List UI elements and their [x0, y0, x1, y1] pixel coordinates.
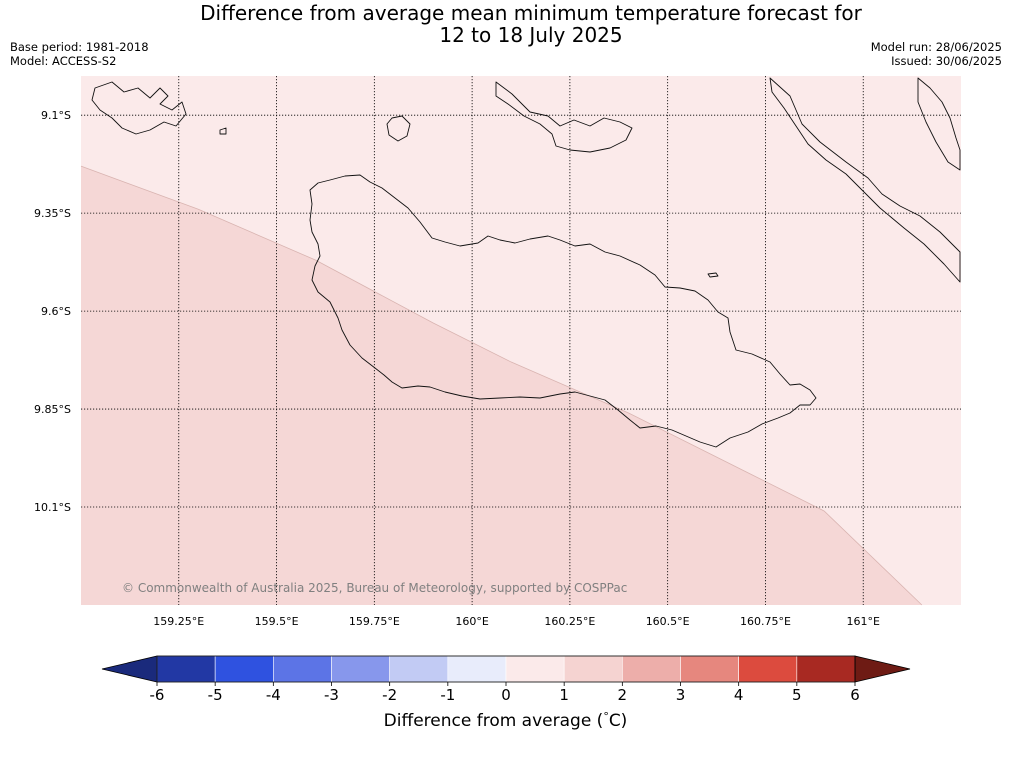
colorbar-label: Difference from average ( [383, 711, 604, 731]
colorbar-tick-label: 2 [618, 686, 628, 704]
map-title-line2: 12 to 18 July 2025 [439, 23, 623, 47]
savo-russell-coastline [91, 81, 227, 135]
longitude-tick-label: 161°E [846, 615, 879, 628]
issued-text: Issued: 30/06/2025 [891, 54, 1002, 68]
malaita-north-coastline [917, 77, 961, 171]
colorbar-title: Difference from average (°C) [0, 710, 1011, 734]
colorbar-tick-label: 5 [792, 686, 802, 704]
islet-coastline [386, 115, 411, 142]
model-run-text: Model run: 28/06/2025 [870, 40, 1002, 54]
latitude-tick-label: 9.1°S [41, 109, 71, 122]
longitude-tick-label: 159.5°E [255, 615, 299, 628]
colorbar-segment [331, 655, 390, 683]
longitude-tick-label: 159.75°E [349, 615, 400, 628]
map-panel: © Commonwealth of Australia 2025, Bureau… [80, 76, 961, 606]
colorbar-tick-label: -5 [208, 686, 223, 704]
map-title: Difference from average mean minimum tem… [0, 2, 1011, 46]
latitude-tick-label: 10.1°S [34, 501, 71, 514]
longitude-tick-label: 160°E [455, 615, 488, 628]
map-title-line1: Difference from average mean minimum tem… [200, 1, 862, 25]
colorbar-tick-label: 6 [850, 686, 860, 704]
colorbar: -6 -5 -4 -3 -2 -1 0 1 2 3 4 5 6 [101, 655, 911, 704]
colorbar-tick-label: 1 [559, 686, 569, 704]
florida-islands-coastline [495, 81, 633, 153]
latitude-tick-label: 9.6°S [41, 305, 71, 318]
axis-labels: 159.25°E 159.5°E 159.75°E 160°E 160.25°E 160.… [34, 109, 880, 628]
small-islet-coastline [707, 272, 719, 278]
colorbar-unit: C) [608, 711, 628, 731]
model-text: Model: ACCESS-S2 [10, 54, 117, 68]
base-period-text: Base period: 1981-2018 [10, 40, 149, 54]
colorbar-segment [505, 655, 565, 683]
colorbar-segment [389, 655, 449, 683]
colorbar-over-arrow [854, 655, 911, 683]
meta-left: Base period: 1981-2018 Model: ACCESS-S2 [10, 40, 149, 68]
colorbar-segment [738, 655, 798, 683]
graticule [81, 76, 961, 605]
longitude-tick-label: 160.75°E [740, 615, 791, 628]
colorbar-tick-label: 0 [501, 686, 511, 704]
colorbar-segment [214, 655, 274, 683]
region-1-to-2 [81, 166, 922, 606]
colorbar-segment [680, 655, 739, 683]
colorbar-tick-label: -2 [382, 686, 397, 704]
latitude-tick-label: 9.85°S [34, 403, 71, 416]
colorbar-tick-label: -6 [150, 686, 165, 704]
copyright-text: © Commonwealth of Australia 2025, Bureau… [122, 581, 627, 595]
colorbar-tick-label: 3 [676, 686, 686, 704]
colorbar-segment [622, 655, 681, 683]
longitude-tick-label: 159.25°E [153, 615, 204, 628]
longitude-tick-label: 160.5°E [646, 615, 690, 628]
malaita-coastline [769, 77, 961, 283]
meta-right: Model run: 28/06/2025 Issued: 30/06/2025 [871, 40, 1002, 68]
latitude-tick-label: 9.35°S [34, 207, 71, 220]
colorbar-tick-label: -1 [440, 686, 455, 704]
colorbar-degree-symbol: ° [603, 710, 609, 723]
category-boundary [80, 165, 923, 606]
colorbar-segment [447, 655, 507, 683]
longitude-tick-label: 160.25°E [544, 615, 595, 628]
colorbar-tick-label: 4 [734, 686, 744, 704]
colorbar-segment [796, 655, 856, 683]
colorbar-under-arrow [101, 655, 158, 683]
colorbar-tick-label: -3 [324, 686, 339, 704]
colorbar-segment [156, 655, 216, 683]
colorbar-tick-label: -4 [266, 686, 281, 704]
colorbar-segment [273, 655, 332, 683]
colorbar-segment [563, 655, 623, 683]
